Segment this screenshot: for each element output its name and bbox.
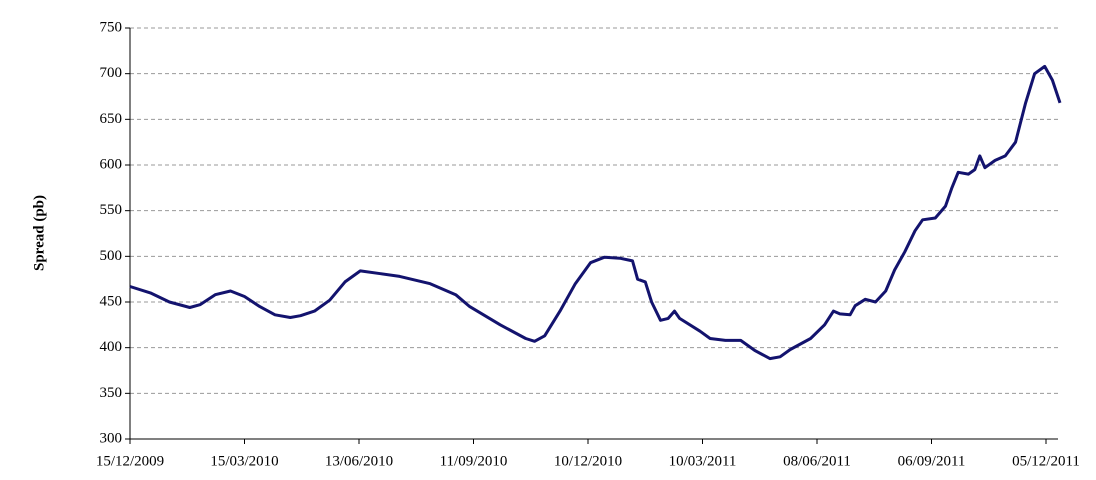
y-tick-label: 500 (100, 248, 123, 264)
x-tick-label: 11/09/2010 (440, 453, 508, 469)
y-axis-label: Spread (pb) (31, 195, 47, 271)
y-tick-label: 300 (100, 430, 123, 446)
x-tick-label: 06/09/2011 (898, 453, 966, 469)
x-tick-label: 05/12/2011 (1012, 453, 1080, 469)
y-tick-label: 450 (100, 293, 123, 309)
x-tick-label: 10/12/2010 (554, 453, 622, 469)
y-tick-label: 750 (100, 19, 123, 35)
y-tick-label: 700 (100, 65, 123, 81)
y-tick-label: 650 (100, 111, 123, 127)
data-line (129, 64, 1062, 361)
y-tick-label: 600 (100, 156, 123, 172)
x-tick-label: 13/06/2010 (325, 453, 393, 469)
y-tick-label: 400 (100, 339, 123, 355)
x-tick-label: 15/03/2010 (210, 453, 278, 469)
x-tick-label: 10/03/2011 (669, 453, 737, 469)
x-tick-label: 08/06/2011 (783, 453, 851, 469)
y-tick-label: 350 (100, 385, 123, 401)
y-tick-label: 550 (100, 202, 123, 218)
x-tick-label: 15/12/2009 (96, 453, 164, 469)
